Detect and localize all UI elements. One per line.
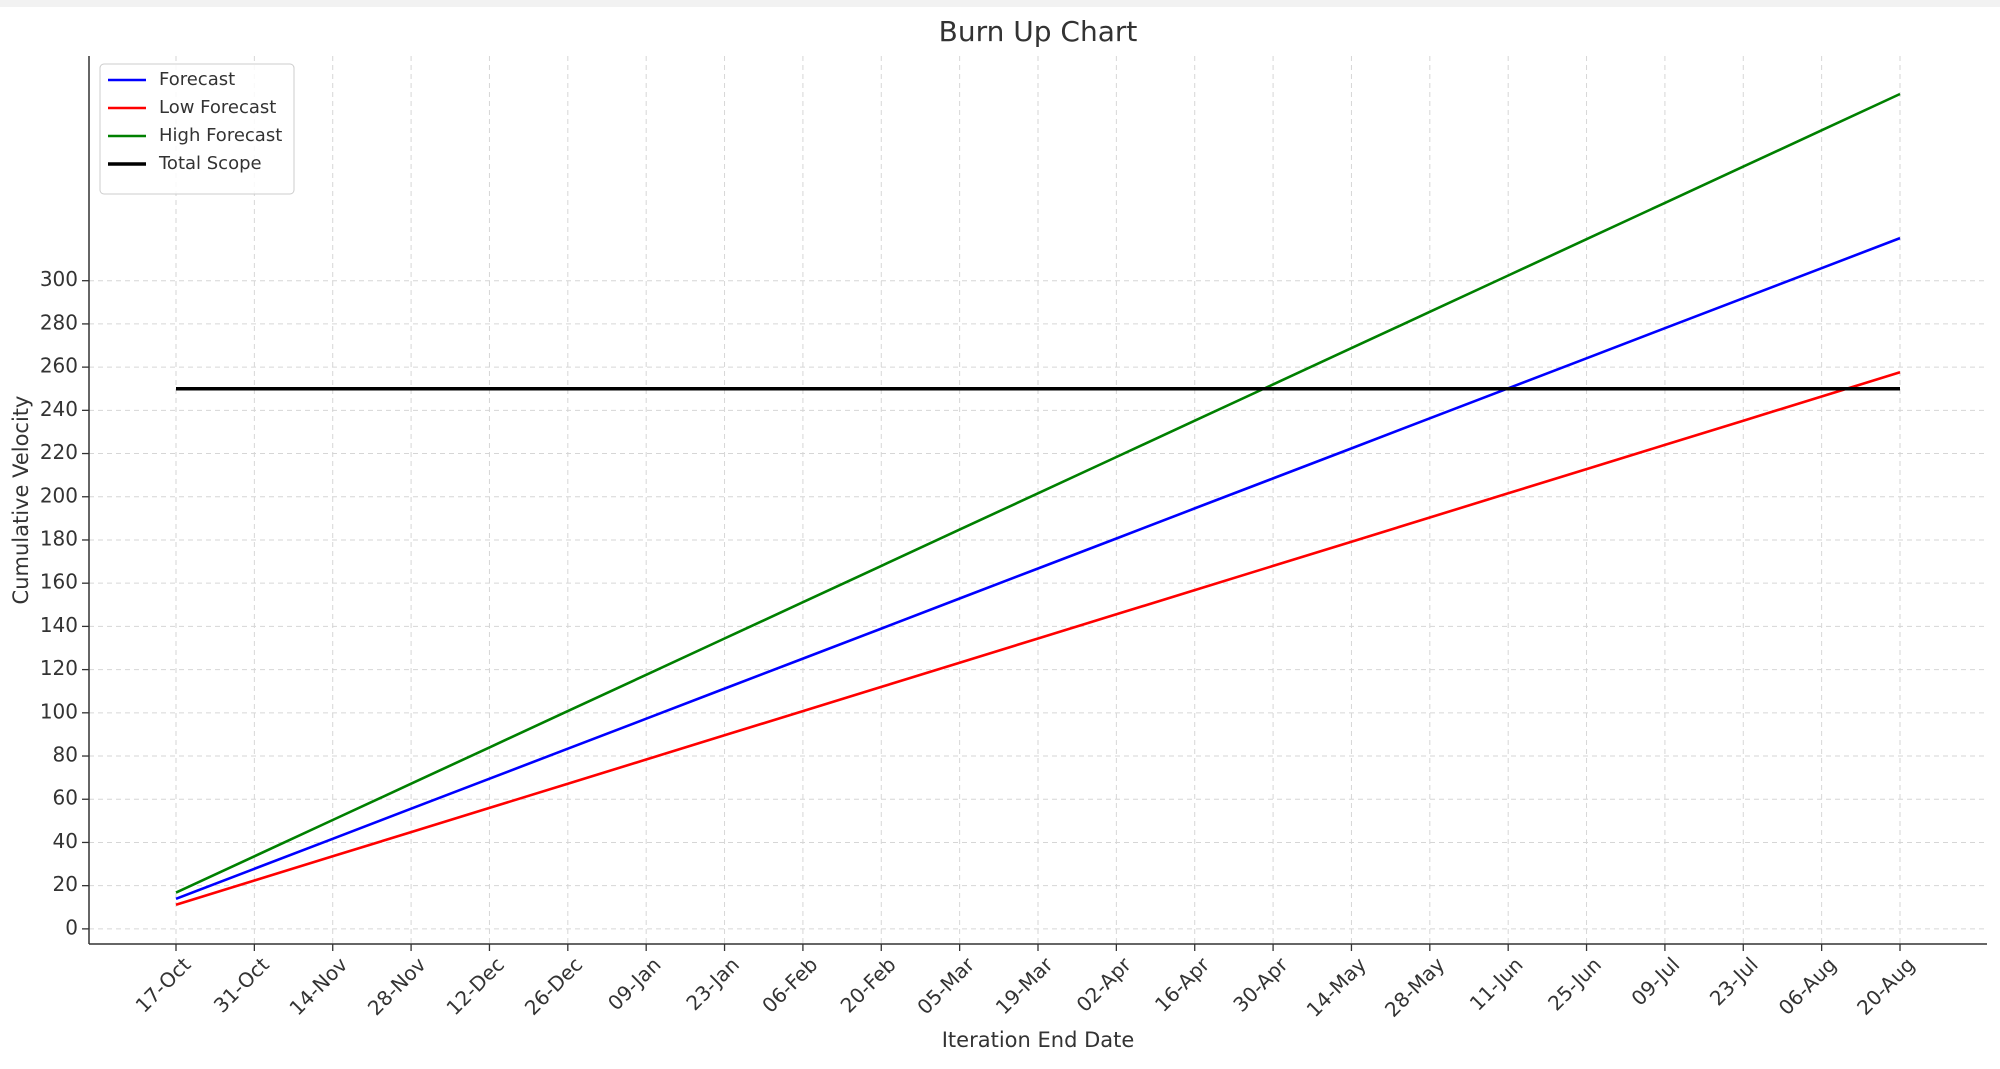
- x-tick-label: 05-Mar: [912, 952, 979, 1019]
- x-tick-label: 17-Oct: [131, 952, 196, 1017]
- y-tick-label: 160: [40, 570, 78, 594]
- x-tick-label: 31-Oct: [209, 952, 274, 1017]
- legend-label: Forecast: [159, 69, 235, 90]
- x-tick-label: 30-Apr: [1228, 952, 1293, 1017]
- x-tick-label: 06-Feb: [757, 952, 822, 1017]
- y-tick-label: 220: [40, 440, 78, 464]
- x-tick-label: 19-Mar: [991, 952, 1058, 1019]
- series-line: [175, 236, 1901, 901]
- y-tick-label: 40: [53, 829, 78, 853]
- x-tick-label: 28-Nov: [363, 952, 431, 1020]
- y-tick-label: 280: [40, 310, 78, 334]
- x-tick-label: 16-Apr: [1150, 952, 1215, 1017]
- y-tick-label: 100: [40, 699, 78, 723]
- x-tick-label: 26-Dec: [520, 952, 587, 1019]
- y-tick-label: 80: [53, 743, 78, 767]
- x-tick-label: 23-Jan: [681, 952, 744, 1015]
- series-line: [175, 371, 1901, 906]
- x-tick-label: 06-Aug: [1774, 952, 1841, 1019]
- chart-title: Burn Up Chart: [939, 15, 1138, 48]
- y-tick-label: 260: [40, 354, 78, 378]
- y-axis-label: Cumulative Velocity: [9, 396, 33, 605]
- y-tick-label: 60: [53, 786, 78, 810]
- x-tick-label: 02-Apr: [1072, 952, 1137, 1017]
- x-axis-label: Iteration End Date: [942, 1028, 1135, 1052]
- x-tick-label: 25-Jun: [1543, 952, 1606, 1015]
- y-tick-label: 180: [40, 526, 78, 550]
- y-tick-label: 0: [65, 915, 78, 939]
- y-tick-label: 120: [40, 656, 78, 680]
- x-tick-label: 09-Jul: [1626, 952, 1684, 1010]
- x-tick-label: 14-Nov: [284, 952, 352, 1020]
- legend-label: High Forecast: [159, 125, 282, 146]
- x-tick-label: 12-Dec: [441, 952, 508, 1019]
- top-bar: [0, 0, 2000, 7]
- x-tick-label: 11-Jun: [1465, 952, 1528, 1015]
- x-tick-label: 23-Jul: [1705, 952, 1763, 1010]
- legend-label: Low Forecast: [159, 97, 276, 118]
- legend-box: [99, 63, 295, 195]
- y-tick-label: 200: [40, 483, 78, 507]
- y-tick-label: 300: [40, 267, 78, 291]
- x-tick-label: 14-May: [1302, 952, 1371, 1021]
- legend-label: Total Scope: [158, 153, 262, 174]
- y-tick-label: 140: [40, 613, 78, 637]
- x-tick-label: 28-May: [1380, 952, 1449, 1021]
- x-tick-label: 20-Feb: [836, 952, 901, 1017]
- x-tick-label: 20-Aug: [1852, 952, 1919, 1019]
- series-line: [175, 92, 1901, 894]
- y-tick-label: 20: [53, 872, 78, 896]
- y-tick-label: 240: [40, 397, 78, 421]
- x-tick-label: 09-Jan: [603, 952, 666, 1015]
